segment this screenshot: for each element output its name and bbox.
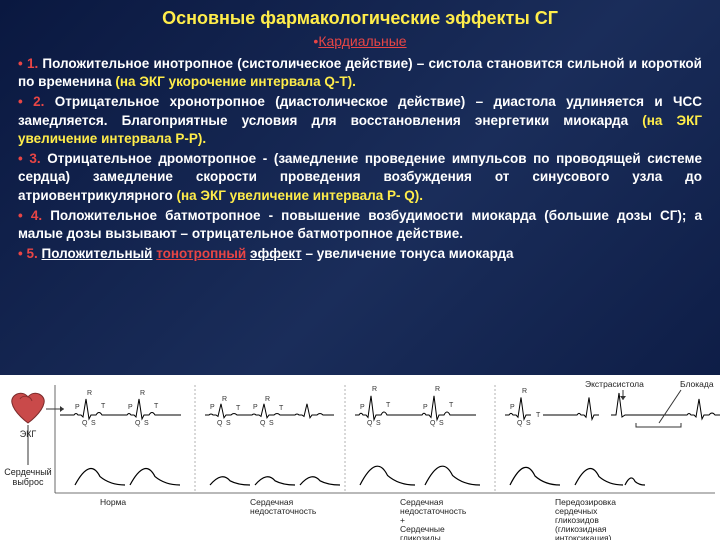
svg-text:Q: Q [367, 420, 373, 427]
item-num: • 2. [18, 94, 44, 109]
svg-text:S: S [439, 420, 444, 427]
svg-text:T: T [386, 402, 391, 409]
row-label-output2: выброс [13, 477, 44, 487]
svg-text:R: R [435, 386, 440, 393]
svg-text:R: R [372, 386, 377, 393]
item-num: • 3. [18, 151, 41, 166]
item-num: • 1. [18, 56, 38, 71]
svg-text:недостаточность: недостаточность [400, 506, 467, 516]
item-annotation: (на ЭКГ укорочение интервала Q-T). [115, 74, 355, 89]
item-5: • 5. Положительный тонотропный эффект – … [18, 245, 702, 263]
item-4: • 4. Положительное батмотропное - повыше… [18, 207, 702, 243]
svg-text:S: S [526, 420, 531, 427]
svg-text:Q: Q [217, 420, 223, 427]
svg-text:T: T [154, 403, 159, 410]
item-num: • 5. [18, 246, 38, 261]
svg-text:Блокада: Блокада [680, 379, 714, 389]
subtitle-text: Кардиальные [318, 33, 406, 49]
svg-text:интоксикация): интоксикация) [555, 533, 612, 540]
svg-text:T: T [236, 405, 241, 412]
svg-text:недостаточность: недостаточность [250, 506, 317, 516]
svg-text:R: R [522, 388, 527, 395]
svg-text:R: R [265, 396, 270, 403]
svg-text:P: P [253, 404, 258, 411]
item-text: Положительный [42, 246, 153, 261]
item-text: Положительное батмотропное - повышение в… [18, 208, 702, 241]
svg-text:Норма: Норма [100, 497, 126, 507]
item-2: • 2. Отрицательное хронотропное (диастол… [18, 93, 702, 148]
item-text: эффект [250, 246, 302, 261]
slide-title: Основные фармакологические эффекты СГ [18, 8, 702, 29]
ecg-traces: PQRSTPQRSTPQRSTPQRSTPQRSTPQRSTPQRST [60, 386, 720, 427]
ecg-diagram: ЭКГ Сердечный выброс PQRSTPQRSTPQRSTPQRS… [0, 375, 720, 540]
item-3: • 3. Отрицательное дромотропное - (замед… [18, 150, 702, 205]
svg-text:R: R [140, 390, 145, 397]
item-num: • 4. [18, 208, 42, 223]
svg-text:Q: Q [517, 420, 523, 427]
svg-text:T: T [279, 405, 284, 412]
item-text: на [96, 74, 115, 89]
svg-text:Экстрасистола: Экстрасистола [585, 379, 644, 389]
svg-text:S: S [226, 420, 231, 427]
svg-text:P: P [75, 404, 80, 411]
item-text: тонотропный [156, 246, 246, 261]
svg-text:P: P [210, 404, 215, 411]
svg-text:R: R [87, 390, 92, 397]
item-text: Отрицательное хронотропное (диастолическ… [18, 94, 702, 127]
item-1: • 1. Положительное инотропное (систоличе… [18, 55, 702, 91]
svg-text:P: P [510, 404, 515, 411]
svg-text:R: R [222, 396, 227, 403]
svg-text:гликозиды: гликозиды [400, 533, 441, 540]
svg-text:S: S [144, 420, 149, 427]
row-label-output: Сердечный [4, 467, 51, 477]
svg-text:T: T [449, 402, 454, 409]
svg-text:Q: Q [430, 420, 436, 427]
cardiac-output-traces [75, 466, 645, 485]
svg-text:T: T [101, 403, 106, 410]
ecg-svg: ЭКГ Сердечный выброс PQRSTPQRSTPQRSTPQRS… [0, 375, 720, 540]
svg-text:Q: Q [82, 420, 88, 427]
svg-text:P: P [360, 404, 365, 411]
subtitle: •Кардиальные [18, 33, 702, 49]
svg-text:Q: Q [135, 420, 141, 427]
svg-text:S: S [91, 420, 96, 427]
item-annotation: (на ЭКГ увеличение интервала Р- Q). [176, 188, 423, 203]
item-text: – увеличение тонуса миокарда [302, 246, 514, 261]
svg-text:Q: Q [260, 420, 266, 427]
svg-text:S: S [376, 420, 381, 427]
heart-icon [12, 393, 44, 423]
svg-text:P: P [128, 404, 133, 411]
svg-text:T: T [536, 412, 541, 419]
svg-text:S: S [269, 420, 274, 427]
svg-text:P: P [423, 404, 428, 411]
